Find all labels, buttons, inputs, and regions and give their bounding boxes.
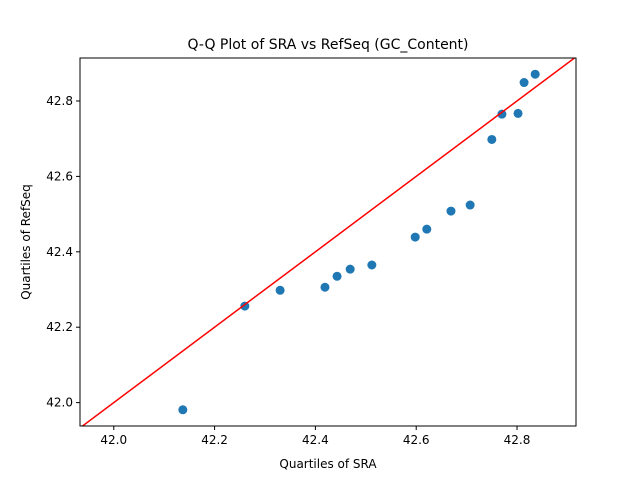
point	[446, 206, 456, 216]
point	[422, 224, 432, 234]
y-tick-label: 42.8	[46, 94, 73, 108]
point	[178, 405, 188, 415]
y-axis-label: Quartiles of RefSeq	[19, 184, 33, 300]
x-axis-label: Quartiles of SRA	[279, 457, 377, 471]
y-tick-label: 42.4	[46, 245, 73, 259]
point	[332, 271, 342, 281]
point	[345, 264, 355, 274]
point	[487, 134, 497, 144]
point	[519, 78, 529, 88]
point	[240, 301, 250, 311]
point	[497, 109, 507, 119]
x-tick-label: 42.4	[302, 433, 329, 447]
x-tick-label: 42.6	[403, 433, 430, 447]
point	[530, 69, 540, 79]
point	[320, 282, 330, 292]
point	[465, 200, 475, 210]
x-tick-label: 42.8	[504, 433, 531, 447]
x-tick-label: 42.0	[100, 433, 127, 447]
x-tick-label: 42.2	[201, 433, 228, 447]
point	[410, 232, 420, 242]
y-tick-label: 42.2	[46, 320, 73, 334]
reference-line	[81, 58, 576, 426]
point	[367, 260, 377, 270]
chart-title: Q-Q Plot of SRA vs RefSeq (GC_Content)	[187, 37, 468, 53]
y-tick-label: 42.0	[46, 396, 73, 410]
y-tick-label: 42.6	[46, 169, 73, 183]
point	[513, 108, 523, 118]
point	[275, 285, 285, 295]
plot-frame	[79, 57, 577, 427]
